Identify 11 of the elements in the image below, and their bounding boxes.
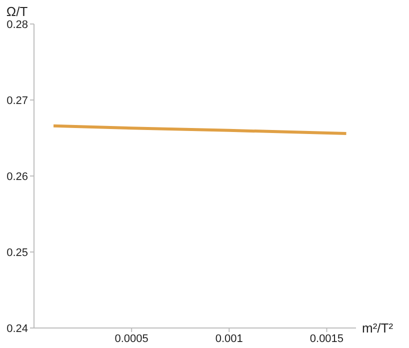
- y-tick-label: 0.27: [6, 94, 28, 107]
- line-series: [52, 124, 348, 135]
- y-tick-label: 0.28: [6, 18, 28, 31]
- y-axis-title: Ω/T: [6, 4, 28, 19]
- x-tick-label: 0.0005: [114, 332, 148, 345]
- y-tick-label: 0.24: [6, 322, 28, 335]
- y-tick-label: 0.26: [6, 170, 28, 183]
- y-tick-label: 0.25: [6, 246, 28, 259]
- x-tick-label: 0.001: [215, 332, 243, 345]
- x-tick-label: 0.0015: [310, 332, 344, 345]
- x-axis-title: m²/T²: [362, 320, 394, 336]
